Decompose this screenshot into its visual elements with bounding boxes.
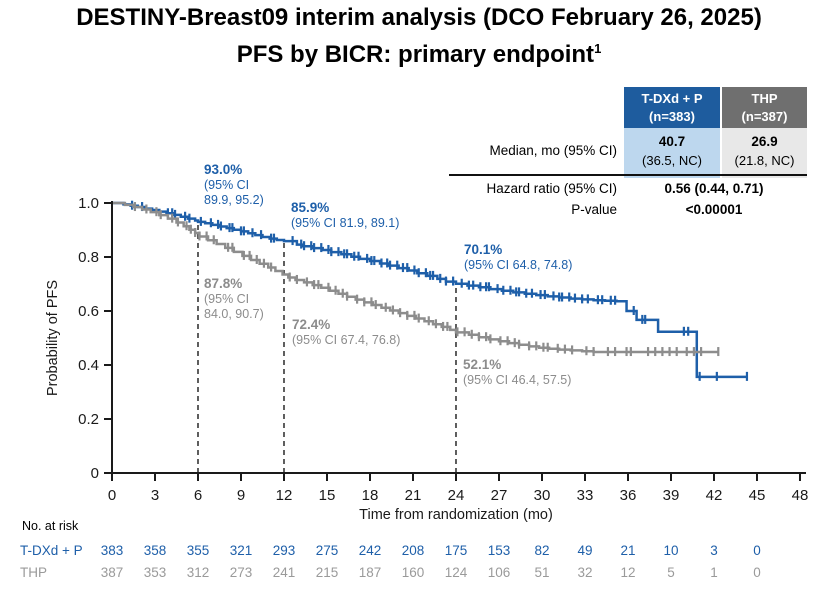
landmark-ci: 84.0, 90.7): [204, 307, 264, 321]
risk-count: 353: [143, 565, 167, 580]
stats-header-tdxd: T-DXd + P (n=383): [624, 87, 720, 131]
risk-count: 387: [100, 565, 124, 580]
risk-count: 51: [534, 565, 550, 580]
x-axis-title: Time from randomization (mo): [359, 507, 553, 523]
risk-count: 275: [315, 543, 339, 558]
km-annotation: 70.1% (95% CI 64.8, 74.8): [464, 242, 572, 273]
x-tick-label: 45: [749, 487, 766, 504]
y-tick-label: 0.2: [78, 411, 99, 428]
x-tick-label: 6: [194, 487, 202, 504]
landmark-ci: (95% CI: [204, 178, 250, 192]
risk-count: 312: [186, 565, 210, 580]
x-tick-label: 15: [319, 487, 336, 504]
landmark-ci: (95% CI 46.4, 57.5): [463, 373, 572, 387]
slide-title: DESTINY-Breast09 interim analysis (DCO F…: [0, 2, 838, 70]
risk-count: 215: [315, 565, 339, 580]
risk-count: 82: [534, 543, 550, 558]
y-tick-label: 0.6: [78, 303, 99, 320]
hazard-row-label: Hazard ratio (95% CI): [486, 181, 617, 196]
landmark-percent: 70.1%: [464, 242, 503, 257]
risk-row-label-tdxd: T-DXd + P: [20, 543, 83, 558]
pvalue-value: <0.00001: [685, 202, 743, 217]
risk-count: 32: [577, 565, 593, 580]
y-tick-label: 1.0: [78, 195, 99, 212]
risk-table-title: No. at risk: [22, 519, 79, 533]
landmark-ci: (95% CI 81.9, 89.1): [291, 216, 400, 230]
risk-count: 241: [272, 565, 296, 580]
x-tick-label: 0: [108, 487, 116, 504]
landmark-percent: 52.1%: [463, 357, 502, 372]
risk-count: 124: [444, 565, 468, 580]
x-tick-label: 48: [792, 487, 809, 504]
landmark-percent: 87.8%: [204, 276, 243, 291]
landmark-percent: 72.4%: [292, 317, 331, 332]
table-divider: [449, 174, 807, 176]
landmark-percent: 85.9%: [291, 200, 330, 215]
hazard-ratio-value: 0.56 (0.44, 0.71): [664, 181, 764, 196]
risk-count: 10: [663, 543, 679, 558]
km-annotation: 72.4% (95% CI 67.4, 76.8): [292, 317, 400, 348]
km-annotation: 85.9% (95% CI 81.9, 89.1): [291, 200, 399, 231]
risk-count: 242: [358, 543, 382, 558]
y-tick-label: 0.8: [78, 249, 99, 266]
risk-count: 383: [100, 543, 124, 558]
x-tick-label: 24: [448, 487, 465, 504]
km-annotation: 87.8% (95% CI 84.0, 90.7): [204, 276, 264, 322]
risk-count: 321: [229, 543, 253, 558]
median-row-label: Median, mo (95% CI): [489, 143, 617, 158]
risk-count: 160: [401, 565, 425, 580]
risk-count: 153: [487, 543, 511, 558]
risk-count: 187: [358, 565, 382, 580]
km-annotation: 52.1% (95% CI 46.4, 57.5): [463, 357, 571, 388]
risk-count: 293: [272, 543, 296, 558]
x-tick-label: 18: [362, 487, 379, 504]
landmark-ci: (95% CI 64.8, 74.8): [464, 258, 573, 272]
risk-count: 355: [186, 543, 210, 558]
x-tick-label: 21: [405, 487, 422, 504]
risk-count: 0: [753, 565, 761, 580]
landmark-ci: (95% CI 67.4, 76.8): [292, 333, 401, 347]
risk-count: 3: [710, 543, 718, 558]
x-tick-label: 12: [276, 487, 293, 504]
risk-count: 0: [753, 543, 761, 558]
risk-count: 273: [229, 565, 253, 580]
risk-count: 358: [143, 543, 167, 558]
y-tick-label: 0.4: [78, 357, 99, 374]
risk-count: 208: [401, 543, 425, 558]
landmark-ci: 89.9, 95.2): [204, 193, 264, 207]
footnote-marker: 1: [594, 41, 602, 56]
km-curve-thp: [112, 201, 719, 354]
risk-count: 12: [620, 565, 636, 580]
x-tick-label: 27: [491, 487, 508, 504]
risk-count: 1: [710, 565, 718, 580]
slide-title-line1: DESTINY-Breast09 interim analysis (DCO F…: [76, 4, 762, 31]
x-tick-label: 3: [151, 487, 159, 504]
risk-count: 106: [487, 565, 511, 580]
landmark-percent: 93.0%: [204, 162, 243, 177]
x-tick-label: 9: [237, 487, 245, 504]
landmark-ci: (95% CI: [204, 292, 250, 306]
stats-header-thp: THP (n=387): [722, 87, 807, 131]
x-tick-label: 30: [534, 487, 551, 504]
risk-row-label-thp: THP: [20, 565, 47, 580]
risk-count: 5: [667, 565, 675, 580]
km-annotation: 93.0% (95% CI 89.9, 95.2): [204, 162, 264, 208]
slide-title-line2: PFS by BICR: primary endpoint1: [236, 41, 602, 68]
risk-count: 49: [577, 543, 593, 558]
risk-count: 175: [444, 543, 468, 558]
y-tick-label: 0: [91, 465, 99, 482]
x-tick-label: 39: [663, 487, 680, 504]
median-value-thp: 26.9 (21.8, NC): [722, 128, 807, 178]
y-axis-title: Probability of PFS: [45, 280, 61, 396]
x-tick-label: 36: [620, 487, 637, 504]
median-value-tdxd: 40.7 (36.5, NC): [624, 128, 720, 178]
x-tick-label: 33: [577, 487, 594, 504]
pvalue-row-label: P-value: [571, 202, 617, 217]
x-tick-label: 42: [706, 487, 723, 504]
risk-count: 21: [620, 543, 636, 558]
